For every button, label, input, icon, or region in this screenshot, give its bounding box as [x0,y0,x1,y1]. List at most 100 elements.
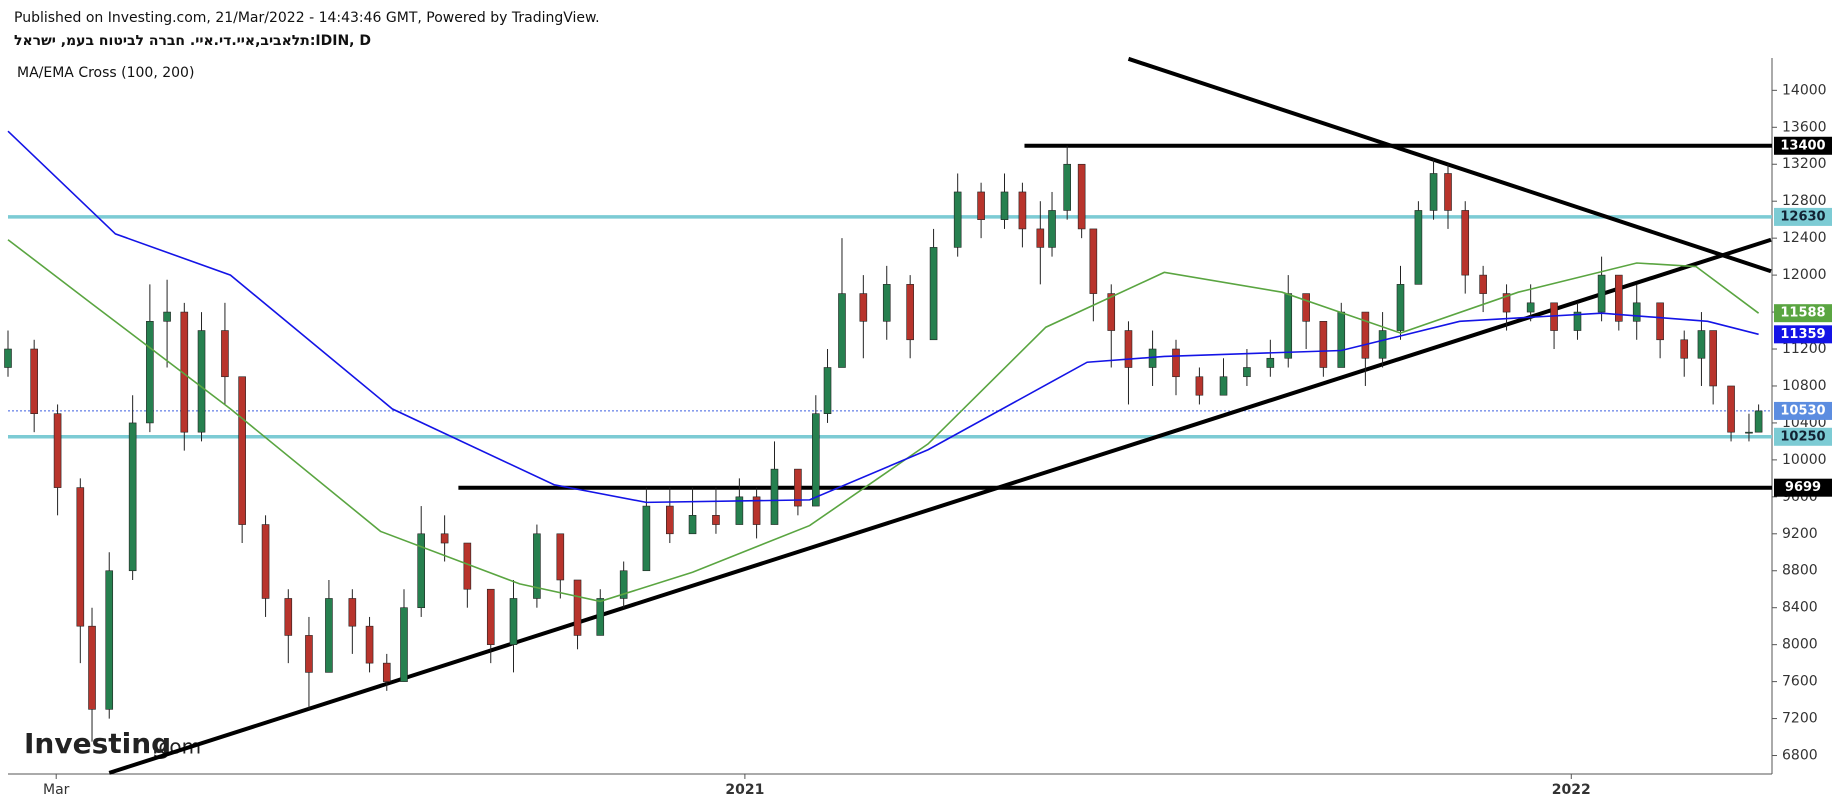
price-label: 11359 [1780,327,1825,342]
candle-body [882,284,891,322]
indicator-label: MA/EMA Cross (100, 200) [17,65,194,81]
y-tick-label: 8800 [1782,563,1818,579]
candle-body [1396,284,1405,331]
candle-body [859,293,868,322]
candle-body [712,515,720,525]
price-label-bg [1774,401,1832,420]
candle-body [30,348,38,414]
candle-body [1000,191,1009,220]
candle-body [735,496,744,525]
y-tick-label: 10000 [1782,452,1827,468]
x-tick-label: Mar [43,782,70,798]
candle-body [688,515,697,535]
candle-body [1172,348,1180,378]
candle-body [977,191,985,220]
candle-body [1361,311,1370,359]
candle-body [53,413,62,488]
logo: Investing [24,727,171,760]
y-tick-label: 12800 [1782,193,1827,209]
candle-body [128,422,137,572]
price-label-bg [1774,304,1832,323]
candle-body [812,413,820,507]
candle-body [1429,173,1438,211]
y-tick-label: 9200 [1782,526,1818,542]
candle-body [1319,321,1328,368]
candle-body [76,487,85,627]
price-label: 13400 [1780,138,1825,153]
candle-body [1195,376,1204,396]
y-tick-label: 7600 [1782,674,1818,690]
candle-body [752,496,761,525]
candle-body [573,579,582,636]
candle-body [417,533,426,609]
x-tick-label: 2022 [1552,782,1591,798]
moving-average-line [7,130,1759,504]
y-tick-label: 10800 [1782,378,1827,394]
candle-body [1502,293,1511,313]
candle-body [440,533,449,544]
candle-body [1632,302,1641,322]
price-label-bg [1774,136,1832,155]
candle-body [1680,339,1689,359]
candle-body [1526,302,1535,313]
candle-body [1089,228,1098,294]
candle-body [1337,311,1346,368]
candle-body [1754,410,1763,433]
candle-body [823,367,832,414]
candle-body [509,598,518,645]
candle-body [1302,293,1310,322]
candle-body [261,524,270,599]
candle-body [906,284,914,341]
candle-body [1378,330,1387,359]
candle-body [929,247,938,341]
moving-average-line [7,239,1760,603]
candle-body [953,191,962,248]
candle-body [1479,274,1487,294]
candle-body [221,330,229,378]
candle-body [1018,191,1027,230]
candle-body [1573,311,1582,331]
trend-line [1127,56,1772,274]
candle-body [770,468,779,525]
candle-body [238,376,246,525]
candle-body [348,598,357,627]
price-label: 9699 [1785,480,1821,495]
candle-body [596,598,605,636]
candle-body [1597,274,1606,313]
candle-body [325,598,333,673]
candle-body [400,607,408,682]
candle-body [642,505,651,572]
y-tick-label: 11200 [1782,341,1827,357]
price-label-bg [1774,325,1832,344]
candle-body [1036,228,1045,248]
price-label: 10250 [1780,429,1825,444]
candle-body [88,625,96,710]
candle-body [1219,376,1228,396]
candle-body [1697,330,1706,359]
candle-body [1615,274,1623,322]
candle-body [382,662,391,682]
candle-body [1077,163,1086,230]
candle-body [463,542,472,590]
candle-body [1063,163,1071,211]
candle-body [163,311,171,322]
candle-body [666,505,674,535]
candle-body [1727,385,1735,433]
price-label-bg [1774,427,1832,446]
price-label-bg [1774,478,1832,497]
y-tick-label: 6800 [1782,748,1818,764]
candle-body [556,533,565,581]
y-tick-label: 14000 [1782,82,1827,98]
candle-body [1745,431,1753,434]
price-label: 11588 [1780,306,1825,321]
published-note: Published on Investing.com, 21/Mar/2022 … [14,10,600,26]
candle-body [365,625,374,664]
candle-body [197,330,206,433]
y-tick-label: 12000 [1782,267,1827,283]
candle-body [105,570,114,710]
y-tick-label: 13200 [1782,156,1827,172]
candle-body [486,588,495,645]
y-tick-label: 13600 [1782,119,1827,135]
symbol-title: תלאביב,איי.די.איי. חברה לביטוח בעמ, ישרא… [14,33,371,49]
candle-body [1048,210,1056,248]
